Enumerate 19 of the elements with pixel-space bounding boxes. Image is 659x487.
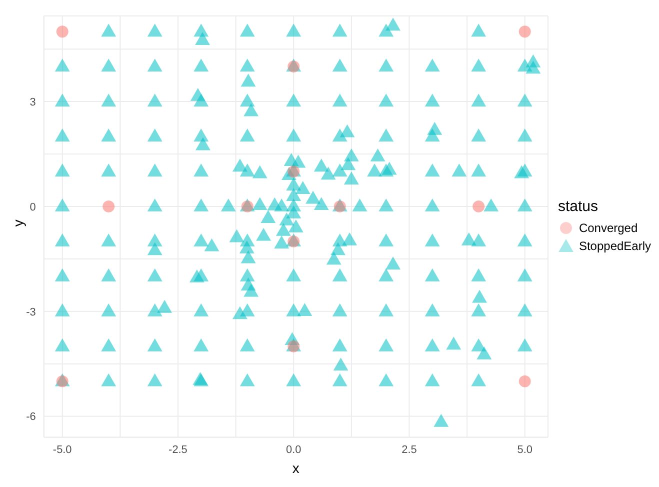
y-tick-label: 3 (30, 96, 36, 108)
x-tick-label: 0.0 (286, 444, 302, 456)
y-axis-title: y (10, 220, 26, 227)
legend-label: Converged (578, 221, 638, 235)
x-tick-label: -2.5 (168, 444, 188, 456)
legend-label: StoppedEarly (578, 239, 651, 253)
y-tick-label: -3 (26, 306, 36, 318)
x-tick-label: 2.5 (402, 444, 417, 456)
legend-title: status (558, 198, 599, 215)
x-tick-label: 5.0 (517, 444, 532, 456)
x-tick-label: -5.0 (52, 444, 72, 456)
x-axis-title: x (292, 460, 300, 476)
point (472, 200, 485, 212)
point (518, 26, 531, 38)
point (518, 375, 531, 388)
y-tick-label: 0 (30, 201, 36, 214)
point (102, 200, 115, 212)
point (56, 26, 68, 38)
y-tick-label: -6 (26, 411, 36, 424)
